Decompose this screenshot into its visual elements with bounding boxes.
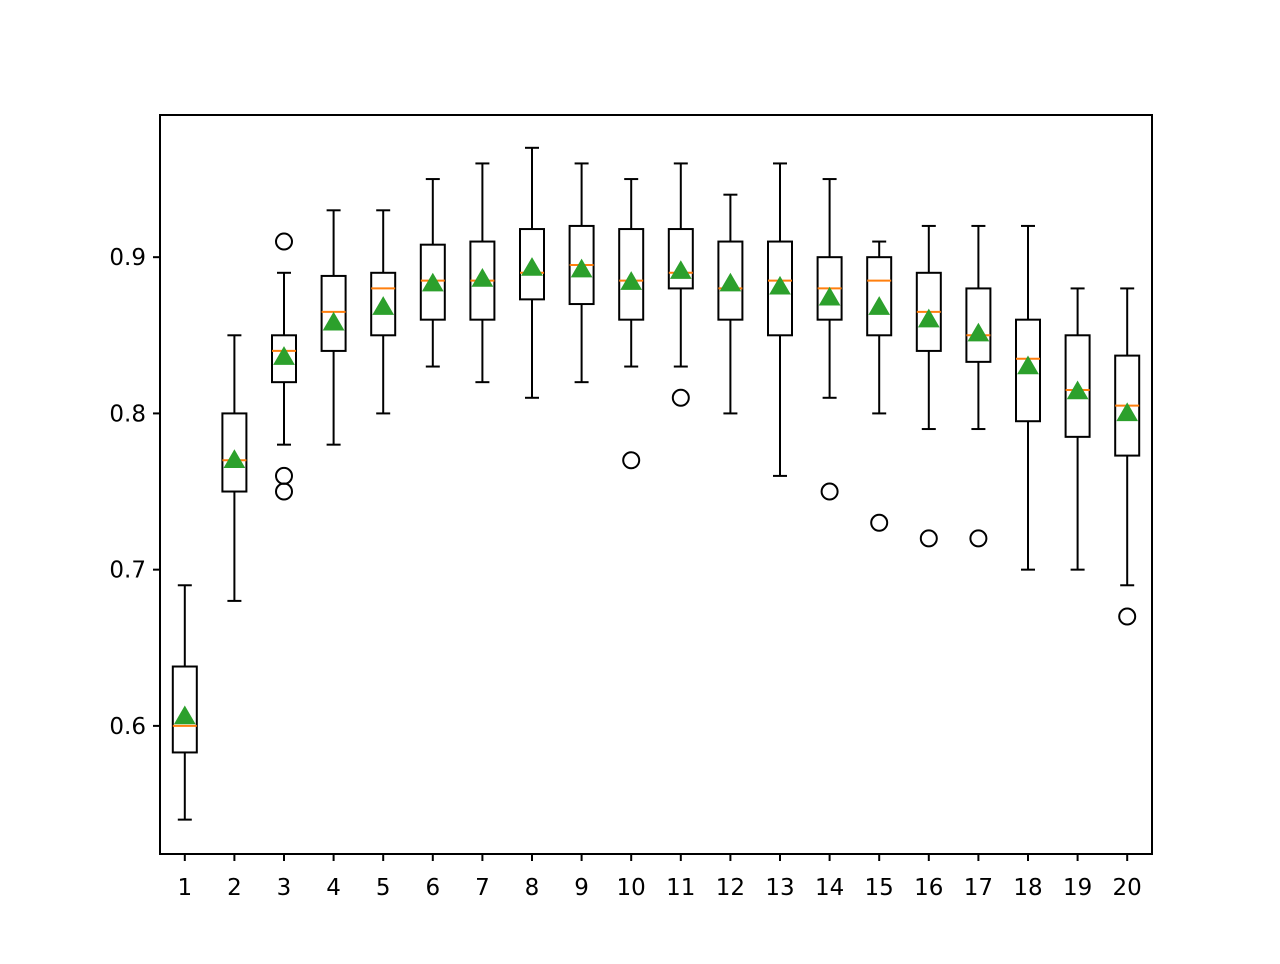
box-group-15 [866,240,893,532]
x-tick-label: 14 [815,875,844,901]
box-group-7 [469,162,496,384]
outlier-point [671,388,690,407]
box-group-18 [1015,224,1041,571]
x-tick-label: 5 [376,875,391,901]
x-tick-label: 2 [227,875,242,901]
mean-marker [868,296,891,315]
outlier-point [275,482,293,501]
mean-marker [570,258,593,278]
mean-marker [372,296,395,315]
iqr-box [618,228,645,321]
outlier-point [275,232,293,251]
mean-marker [322,311,345,331]
box-group-8 [519,146,545,399]
x-tick-label: 19 [1063,875,1092,901]
x-tick-label: 12 [716,875,745,901]
mean-marker [471,268,494,287]
iqr-box [1015,318,1041,423]
x-tick-label: 17 [964,875,993,901]
mean-marker [521,257,543,276]
iqr-box [1064,334,1091,438]
y-tick-label: 0.8 [109,401,146,427]
mean-marker [421,272,444,292]
iqr-box [370,271,397,337]
x-tick-label: 9 [574,875,589,901]
x-tick-label: 3 [277,875,292,901]
mean-marker [669,260,692,279]
y-tick-label: 0.7 [109,558,146,584]
mean-marker [719,272,742,292]
box-group-2 [221,334,248,602]
box-group-14 [816,178,843,501]
iqr-box [320,274,347,352]
mean-marker [967,322,990,342]
mean-marker [1066,380,1089,400]
x-tick-label: 7 [475,875,490,901]
iqr-box [419,243,446,321]
iqr-box [717,240,744,321]
box-group-9 [568,162,595,384]
box-group-13 [767,162,793,477]
outlier-point [969,529,988,548]
iqr-box [667,228,694,290]
x-tick-label: 18 [1013,875,1042,901]
chart-marks [171,146,1141,821]
box-group-12 [717,193,744,415]
x-tick-label: 11 [666,875,695,901]
box-group-17 [965,224,992,548]
mean-marker [223,449,246,468]
mean-marker [1116,402,1139,422]
x-tick-label: 6 [425,875,440,901]
iqr-box [767,240,793,337]
mean-marker [620,271,643,290]
x-tick-label: 10 [617,875,646,901]
iqr-box [171,665,198,754]
x-tick-label: 16 [914,875,943,901]
x-tick-label: 4 [326,875,341,901]
iqr-box [866,256,893,337]
box-group-5 [370,209,397,415]
outlier-point [622,451,641,470]
plot-area [160,115,1152,854]
iqr-box [965,287,992,363]
y-tick-label: 0.9 [109,245,146,271]
box-group-10 [618,178,645,470]
box-group-16 [915,224,942,548]
x-tick-label: 15 [865,875,894,901]
y-axis: 0.6 0.7 0.8 0.9 [109,245,160,740]
mean-marker [917,308,940,328]
outlier-point [870,513,889,532]
iqr-box [221,412,248,493]
box-group-3 [271,232,297,501]
mean-marker [173,705,196,725]
iqr-box [271,334,297,384]
outlier-point [1118,607,1137,626]
x-axis: 1 2 3 4 5 6 7 8 9 10 11 12 13 14 15 16 17 18 19 20 [177,854,1142,901]
x-tick-label: 8 [525,875,540,901]
iqr-box [519,228,545,301]
box-group-6 [419,178,446,368]
mean-marker [769,275,791,295]
box-group-4 [320,209,347,446]
box-group-1 [171,584,198,821]
mean-marker [1017,355,1039,375]
outlier-point [919,529,938,548]
axes-frame [159,114,1153,855]
mean-marker [273,346,295,365]
x-tick-label: 1 [177,875,192,901]
mean-marker [818,286,841,306]
outlier-point [820,482,839,501]
box-group-20 [1114,287,1141,626]
box-group-19 [1064,287,1091,571]
x-tick-label: 20 [1113,875,1142,901]
box-group-11 [667,162,694,407]
x-tick-label: 13 [765,875,794,901]
y-tick-label: 0.6 [109,714,146,740]
